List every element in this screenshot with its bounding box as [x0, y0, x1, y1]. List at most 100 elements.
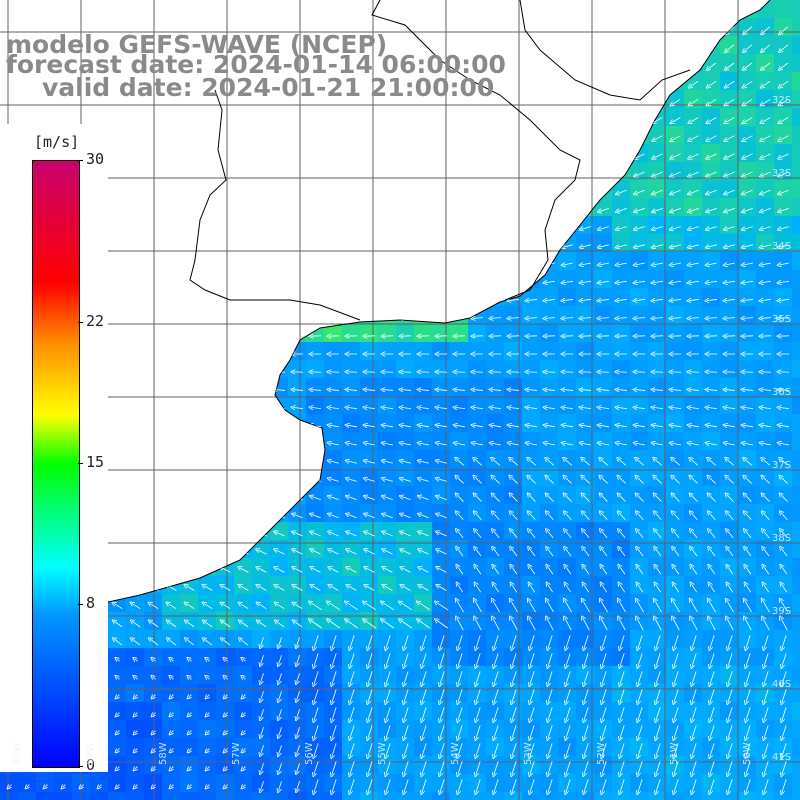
speed-cell	[486, 612, 504, 630]
speed-cell	[612, 252, 630, 270]
speed-cell	[594, 396, 612, 414]
speed-cell	[522, 792, 540, 800]
speed-cell	[486, 666, 504, 684]
speed-cell	[756, 144, 774, 162]
wind-arrow	[690, 99, 699, 104]
speed-cell	[666, 594, 684, 612]
speed-cell	[702, 612, 720, 630]
speed-cell	[180, 738, 198, 756]
speed-cell	[648, 648, 666, 666]
speed-cell	[666, 144, 684, 162]
speed-cell	[324, 450, 342, 468]
speed-cell	[720, 180, 738, 198]
speed-cell	[126, 738, 144, 756]
speed-cell	[684, 576, 702, 594]
speed-cell	[666, 162, 684, 180]
speed-cell	[684, 504, 702, 522]
colorbar	[32, 160, 80, 768]
wind-arrow	[726, 135, 735, 141]
speed-cell	[738, 468, 756, 486]
speed-cell	[342, 414, 360, 432]
speed-cell	[558, 252, 576, 270]
speed-cell	[252, 738, 270, 756]
speed-cell	[558, 378, 576, 396]
speed-cell	[648, 288, 666, 306]
speed-cell	[666, 414, 684, 432]
colorbar-tick-label: 8	[86, 594, 96, 613]
speed-cell	[792, 396, 800, 414]
speed-cell	[756, 720, 774, 738]
speed-cell	[414, 720, 432, 738]
speed-cell	[270, 702, 288, 720]
speed-cell	[612, 342, 630, 360]
speed-cell	[738, 792, 756, 800]
speed-cell	[648, 756, 666, 774]
speed-cell	[648, 180, 666, 198]
speed-cell	[360, 522, 378, 540]
speed-cell	[630, 738, 648, 756]
speed-cell	[684, 450, 702, 468]
wind-arrow	[780, 62, 789, 69]
speed-cell	[648, 630, 666, 648]
speed-cell	[288, 378, 306, 396]
wind-arrow	[761, 226, 771, 230]
speed-cell	[234, 666, 252, 684]
speed-cell	[540, 666, 558, 684]
speed-cell	[198, 612, 216, 630]
speed-cell	[54, 792, 72, 800]
speed-cell	[702, 774, 720, 792]
speed-cell	[360, 468, 378, 486]
speed-cell	[738, 522, 756, 540]
wind-arrow	[780, 135, 789, 141]
wind-arrow	[672, 135, 681, 141]
speed-cell	[432, 792, 450, 800]
speed-cell	[720, 108, 738, 126]
speed-cell	[432, 432, 450, 450]
speed-cell	[522, 630, 540, 648]
speed-cell	[702, 72, 720, 90]
speed-cell	[576, 558, 594, 576]
wind-arrow	[744, 26, 753, 34]
speed-cell	[360, 342, 378, 360]
wind-arrow	[726, 80, 735, 87]
speed-cell	[342, 360, 360, 378]
speed-cell	[162, 648, 180, 666]
speed-cell	[630, 756, 648, 774]
wind-arrow	[671, 208, 681, 211]
speed-cell	[630, 324, 648, 342]
speed-cell	[774, 288, 792, 306]
speed-cell	[324, 432, 342, 450]
speed-cell	[666, 306, 684, 324]
speed-cell	[594, 648, 612, 666]
speed-cell	[306, 648, 324, 666]
speed-cell	[594, 486, 612, 504]
speed-cell	[468, 504, 486, 522]
speed-cell	[396, 360, 414, 378]
speed-cell	[324, 720, 342, 738]
speed-cell	[738, 288, 756, 306]
speed-cell	[216, 612, 234, 630]
speed-cell	[648, 378, 666, 396]
wind-arrow	[780, 99, 789, 104]
longitude-label: 51W	[669, 742, 680, 765]
speed-cell	[594, 252, 612, 270]
speed-cell	[468, 576, 486, 594]
speed-cell	[378, 396, 396, 414]
wind-arrow	[762, 80, 771, 87]
speed-cell	[342, 396, 360, 414]
speed-cell	[180, 648, 198, 666]
speed-cell	[630, 486, 648, 504]
wind-arrow	[671, 189, 681, 194]
speed-cell	[198, 774, 216, 792]
speed-cell	[252, 558, 270, 576]
speed-cell	[432, 342, 450, 360]
speed-cell	[486, 324, 504, 342]
speed-cell	[702, 306, 720, 324]
speed-cell	[630, 306, 648, 324]
wind-arrow	[690, 80, 699, 87]
speed-cell	[702, 126, 720, 144]
speed-cell	[792, 180, 800, 198]
speed-cell	[540, 522, 558, 540]
wind-arrow	[762, 62, 771, 69]
speed-cell	[792, 252, 800, 270]
